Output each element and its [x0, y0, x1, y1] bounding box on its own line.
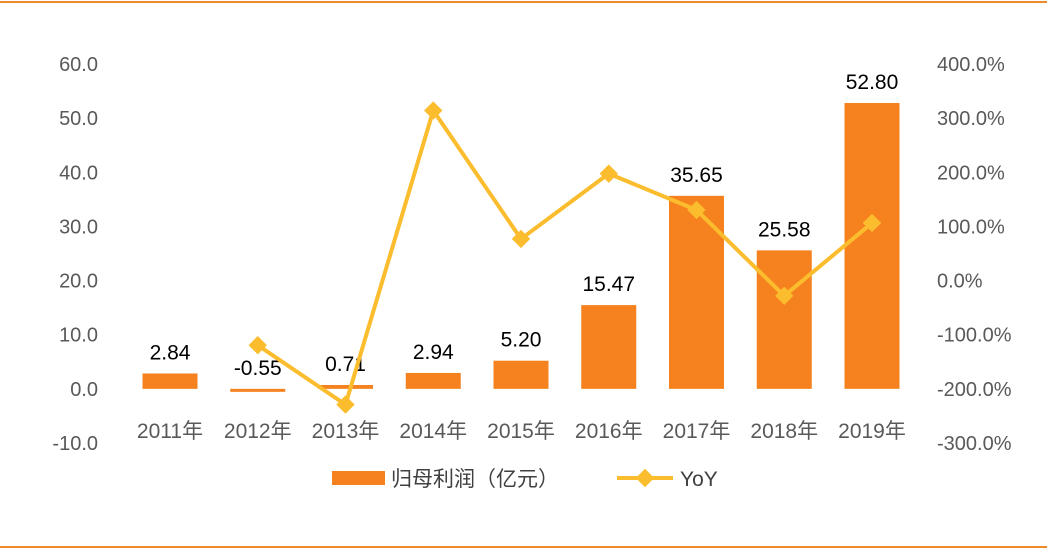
legend-bar-swatch [332, 471, 385, 485]
x-axis-tick: 2012年 [224, 420, 292, 443]
right-axis-tick: 0.0% [937, 271, 983, 293]
legend-bar-label: 归母利润（亿元） [391, 468, 559, 491]
bar [405, 372, 461, 389]
yoy-point [687, 200, 706, 220]
right-axis-tick: 100.0% [937, 216, 1005, 238]
x-axis-tick: 2014年 [399, 420, 467, 443]
yoy-point [599, 164, 618, 183]
x-axis-tick: 2016年 [575, 420, 643, 443]
data-label: 35.65 [670, 164, 723, 187]
yoy-point [248, 336, 267, 355]
yoy-line [256, 108, 874, 407]
bar [142, 373, 198, 389]
left-axis-tick: 0.0 [70, 379, 98, 401]
right-axis-tick: 200.0% [937, 162, 1005, 184]
right-axis-tick: -300.0% [937, 433, 1012, 455]
data-label: 2.84 [150, 341, 191, 364]
yoy-point [775, 286, 794, 306]
bar [493, 360, 549, 389]
left-axis-tick: -10.0 [52, 433, 98, 455]
bar [669, 195, 724, 389]
left-axis-tick: 30.0 [59, 216, 98, 238]
x-axis-tick: 2017年 [663, 420, 731, 443]
bar [318, 385, 373, 389]
left-axis-tick: 10.0 [59, 325, 98, 347]
data-label: 2.94 [413, 341, 454, 364]
legend-line-marker [635, 468, 655, 488]
right-axis-tick: -100.0% [937, 325, 1012, 347]
right-axis-tick: 300.0% [937, 108, 1005, 130]
data-label: 52.80 [846, 71, 899, 94]
bottom-rule [0, 546, 1047, 548]
bar [581, 305, 637, 389]
data-label: -0.55 [234, 357, 282, 380]
yoy-point [511, 229, 531, 249]
x-axis-tick: 2018年 [750, 420, 818, 443]
data-label: 5.20 [501, 329, 542, 352]
yoy-point [862, 213, 882, 233]
left-axis-tick: 40.0 [59, 162, 98, 184]
legend-line-label: YoY [680, 468, 718, 491]
x-axis-tick: 2013年 [312, 420, 380, 443]
x-axis-tick: 2019年 [838, 420, 906, 443]
data-label: 15.47 [582, 273, 635, 296]
left-axis-tick: 60.0 [59, 54, 98, 76]
bar [230, 388, 286, 392]
x-axis-tick: 2011年 [137, 420, 203, 443]
right-axis-tick: -200.0% [937, 379, 1012, 401]
data-label: 25.58 [758, 218, 811, 241]
top-rule [0, 1, 1047, 3]
bar [756, 250, 812, 389]
yoy-point [424, 101, 443, 120]
right-axis-tick: 400.0% [937, 54, 1005, 76]
left-axis-tick: 50.0 [59, 108, 98, 130]
yoy-point [336, 395, 355, 414]
x-axis-tick: 2015年 [487, 420, 555, 443]
left-axis-tick: 20.0 [59, 271, 98, 293]
bar [844, 102, 900, 389]
